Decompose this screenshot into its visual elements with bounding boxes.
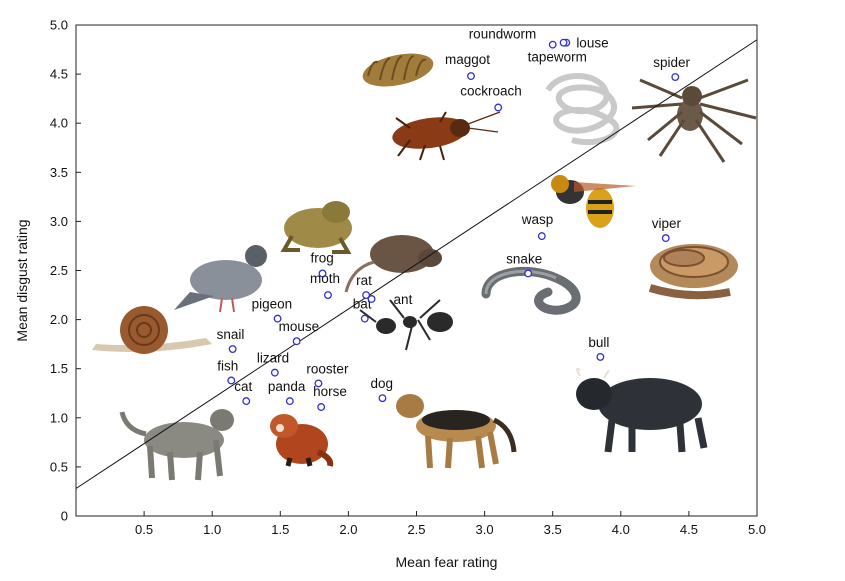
- pigeon-illustration: [174, 245, 267, 313]
- y-tick-label: 5.0: [50, 18, 68, 33]
- maggot-illustration: [362, 53, 434, 87]
- x-tick-label: 4.5: [680, 522, 698, 537]
- point-label-rat: rat: [356, 273, 372, 288]
- x-axis-title: Mean fear rating: [396, 554, 498, 570]
- wasp-illustration: [551, 175, 636, 228]
- data-point-snake: [524, 269, 533, 278]
- point-label-bull: bull: [588, 335, 609, 350]
- point-label-snail: snail: [217, 327, 245, 342]
- spider-illustration: [631, 78, 757, 163]
- data-point-frog: [318, 269, 327, 278]
- y-tick-label: 4.5: [50, 67, 68, 82]
- point-label-frog: frog: [311, 250, 334, 265]
- data-point-tapeworm: [559, 38, 568, 47]
- data-point-ant: [367, 295, 376, 303]
- data-point-lizard: [270, 368, 279, 377]
- snake-illustration: [481, 267, 581, 315]
- dog-illustration: [396, 394, 517, 469]
- point-label-moth: moth: [310, 271, 340, 286]
- y-tick-label: 3.5: [50, 165, 68, 180]
- data-point-rooster: [314, 379, 323, 388]
- point-label-lizard: lizard: [257, 351, 289, 366]
- cat-illustration: [119, 409, 234, 481]
- data-point-dog: [378, 394, 387, 403]
- bull-illustration: [576, 367, 708, 453]
- point-label-wasp: wasp: [521, 212, 554, 227]
- x-tick-label: 1.5: [271, 522, 289, 537]
- y-tick-label: 1.0: [50, 410, 68, 425]
- x-tick-label: 3.5: [544, 522, 562, 537]
- data-point-bull: [596, 352, 605, 361]
- x-tick-label: 5.0: [748, 522, 766, 537]
- data-point-rat: [362, 291, 371, 299]
- data-point-viper: [661, 234, 670, 243]
- data-point-panda: [285, 397, 294, 406]
- data-point-cat: [242, 397, 251, 406]
- point-label-dog: dog: [370, 376, 393, 391]
- point-label-bat: bat: [353, 297, 372, 312]
- data-point-pigeon: [273, 314, 282, 323]
- viper-illustration: [648, 244, 738, 300]
- data-point-fish: [227, 376, 236, 385]
- point-label-snake: snake: [506, 251, 542, 266]
- point-label-tapeworm: tapeworm: [528, 50, 587, 65]
- point-label-ant: ant: [394, 292, 413, 307]
- ant-illustration: [359, 299, 453, 351]
- data-point-moth: [324, 291, 332, 299]
- x-tick-label: 0.5: [135, 522, 153, 537]
- y-axis-title: Mean disgust rating: [14, 219, 30, 341]
- data-point-wasp: [537, 232, 546, 241]
- point-label-fish: fish: [217, 358, 238, 373]
- y-tick-label: 3.0: [50, 214, 68, 229]
- cockroach-illustration: [392, 111, 501, 161]
- point-label-panda: panda: [268, 379, 306, 394]
- point-label-cockroach: cockroach: [460, 83, 522, 98]
- point-label-roundworm: roundworm: [469, 27, 537, 42]
- point-label-viper: viper: [652, 216, 682, 231]
- point-label-maggot: maggot: [445, 52, 490, 67]
- point-label-horse: horse: [313, 384, 347, 399]
- point-label-rooster: rooster: [306, 361, 349, 376]
- y-tick-label: 0: [61, 509, 68, 524]
- x-tick-label: 3.0: [476, 522, 494, 537]
- x-tick-label: 2.0: [339, 522, 357, 537]
- x-tick-label: 2.5: [407, 522, 425, 537]
- point-label-spider: spider: [653, 55, 690, 70]
- red-panda-illustration: [270, 414, 334, 467]
- tapeworm-illustration: [545, 73, 620, 146]
- data-point-bat: [360, 314, 369, 323]
- animal-illustrations: [92, 53, 757, 481]
- point-label-louse: louse: [576, 36, 608, 51]
- data-point-mouse: [292, 337, 301, 346]
- y-tick-label: 2.5: [50, 263, 68, 278]
- x-tick-label: 1.0: [203, 522, 221, 537]
- y-tick-label: 0.5: [50, 459, 68, 474]
- x-tick-label: 4.0: [612, 522, 630, 537]
- point-label-cat: cat: [234, 379, 252, 394]
- point-label-pigeon: pigeon: [252, 297, 293, 312]
- data-point-roundworm: [548, 40, 557, 49]
- trend-line: [75, 39, 758, 489]
- y-tick-label: 4.0: [50, 116, 68, 131]
- data-point-snail: [228, 345, 237, 354]
- snail-illustration: [92, 306, 212, 354]
- data-point-maggot: [467, 72, 475, 81]
- data-point-cockroach: [494, 103, 503, 112]
- frog-illustration: [280, 201, 352, 254]
- data-point-spider: [671, 73, 680, 81]
- data-point-horse: [317, 403, 326, 411]
- point-label-mouse: mouse: [279, 319, 320, 334]
- y-tick-label: 1.5: [50, 361, 68, 376]
- y-tick-label: 2.0: [50, 312, 68, 327]
